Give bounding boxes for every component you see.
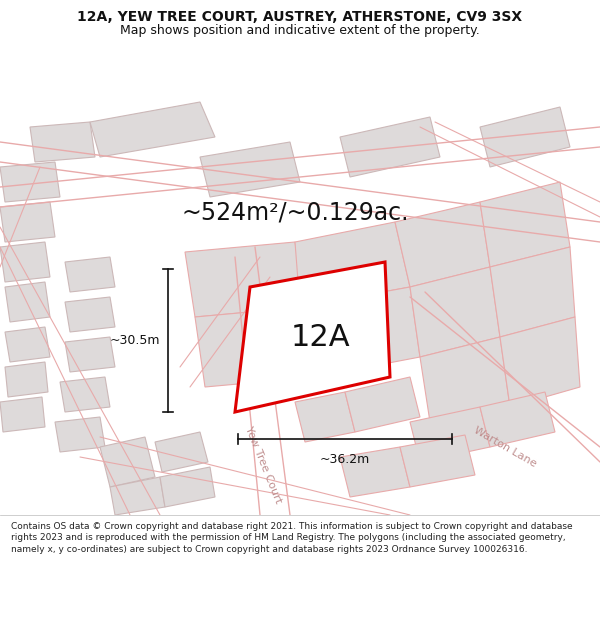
Text: Contains OS data © Crown copyright and database right 2021. This information is : Contains OS data © Crown copyright and d… — [11, 522, 572, 554]
Polygon shape — [500, 317, 580, 407]
Polygon shape — [5, 327, 50, 362]
Polygon shape — [90, 102, 215, 157]
Polygon shape — [395, 202, 490, 287]
Polygon shape — [100, 437, 155, 487]
Text: 12A, YEW TREE COURT, AUSTREY, ATHERSTONE, CV9 3SX: 12A, YEW TREE COURT, AUSTREY, ATHERSTONE… — [77, 11, 523, 24]
Polygon shape — [0, 162, 60, 202]
Text: ~30.5m: ~30.5m — [110, 334, 160, 347]
Polygon shape — [410, 407, 490, 462]
Text: Map shows position and indicative extent of the property.: Map shows position and indicative extent… — [120, 24, 480, 37]
Polygon shape — [340, 447, 410, 497]
Polygon shape — [0, 202, 55, 242]
Polygon shape — [60, 377, 110, 412]
Polygon shape — [480, 392, 555, 447]
Polygon shape — [110, 477, 165, 515]
Polygon shape — [0, 242, 50, 282]
Polygon shape — [340, 117, 440, 177]
Polygon shape — [155, 432, 208, 472]
Polygon shape — [480, 182, 570, 267]
Polygon shape — [410, 267, 500, 357]
Polygon shape — [195, 307, 315, 387]
Polygon shape — [345, 377, 420, 432]
Text: Yew Tree Court: Yew Tree Court — [243, 425, 283, 505]
Text: ~36.2m: ~36.2m — [320, 453, 370, 466]
Polygon shape — [160, 467, 215, 507]
Text: 12A: 12A — [290, 322, 350, 351]
Polygon shape — [65, 257, 115, 292]
Polygon shape — [65, 337, 115, 372]
Polygon shape — [200, 142, 300, 197]
Polygon shape — [300, 287, 420, 377]
Polygon shape — [55, 417, 105, 452]
Polygon shape — [295, 222, 410, 307]
Polygon shape — [5, 362, 48, 397]
Polygon shape — [185, 242, 305, 317]
Polygon shape — [295, 392, 355, 442]
Polygon shape — [480, 107, 570, 167]
Polygon shape — [5, 282, 50, 322]
Polygon shape — [235, 262, 390, 412]
Polygon shape — [65, 297, 115, 332]
Polygon shape — [400, 435, 475, 487]
Polygon shape — [30, 122, 95, 162]
Polygon shape — [420, 337, 510, 422]
Polygon shape — [490, 247, 575, 337]
Text: Warton Lane: Warton Lane — [472, 425, 538, 469]
Polygon shape — [0, 397, 45, 432]
Text: ~524m²/~0.129ac.: ~524m²/~0.129ac. — [181, 200, 409, 224]
